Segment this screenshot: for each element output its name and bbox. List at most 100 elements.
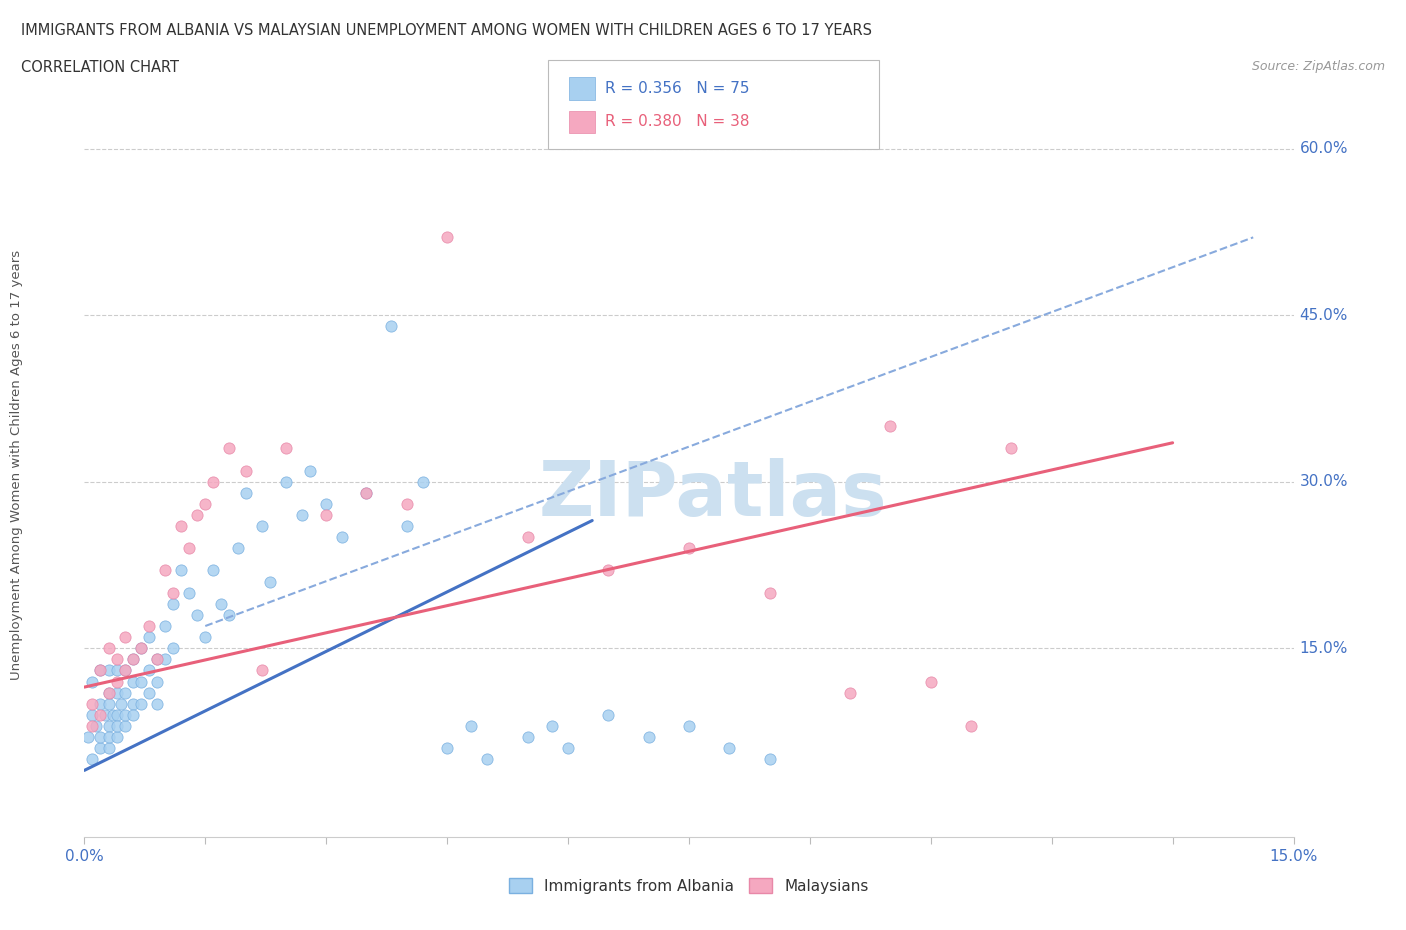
Point xyxy=(274,441,297,456)
Point xyxy=(82,697,104,711)
Point xyxy=(89,663,111,678)
Point xyxy=(218,441,240,456)
Point xyxy=(97,685,120,700)
Point xyxy=(114,663,136,678)
Point xyxy=(637,730,659,745)
Point xyxy=(89,708,111,723)
Point xyxy=(960,719,983,734)
Point xyxy=(879,418,901,433)
Point xyxy=(89,663,111,678)
Point xyxy=(162,641,184,656)
Text: 60.0%: 60.0% xyxy=(1299,141,1348,156)
Point xyxy=(1000,441,1022,456)
Point xyxy=(121,652,143,667)
Point xyxy=(146,674,169,689)
Point xyxy=(202,563,225,578)
Point xyxy=(129,674,152,689)
Point xyxy=(129,697,152,711)
Point xyxy=(153,563,176,578)
Legend: Immigrants from Albania, Malaysians: Immigrants from Albania, Malaysians xyxy=(503,872,875,900)
Point xyxy=(226,541,249,556)
Point xyxy=(129,641,152,656)
Point xyxy=(186,508,208,523)
Point xyxy=(598,708,620,723)
Point xyxy=(259,574,281,589)
Point xyxy=(291,508,314,523)
Point xyxy=(105,652,128,667)
Point xyxy=(186,607,208,622)
Point xyxy=(89,740,111,755)
Text: CORRELATION CHART: CORRELATION CHART xyxy=(21,60,179,75)
Text: Unemployment Among Women with Children Ages 6 to 17 years: Unemployment Among Women with Children A… xyxy=(10,250,24,680)
Text: ZIPatlas: ZIPatlas xyxy=(538,458,887,532)
Text: IMMIGRANTS FROM ALBANIA VS MALAYSIAN UNEMPLOYMENT AMONG WOMEN WITH CHILDREN AGES: IMMIGRANTS FROM ALBANIA VS MALAYSIAN UNE… xyxy=(21,23,872,38)
Point xyxy=(82,674,104,689)
Point xyxy=(121,697,143,711)
Point xyxy=(105,685,128,700)
Point xyxy=(82,708,104,723)
Text: 45.0%: 45.0% xyxy=(1299,308,1348,323)
Point xyxy=(97,730,120,745)
Point xyxy=(138,663,160,678)
Point xyxy=(105,730,128,745)
Point xyxy=(114,630,136,644)
Point xyxy=(97,663,120,678)
Point xyxy=(356,485,378,500)
Point xyxy=(436,230,458,245)
Point xyxy=(218,607,240,622)
Text: 15.0%: 15.0% xyxy=(1299,641,1348,656)
Point xyxy=(758,751,780,766)
Point xyxy=(89,730,111,745)
Point xyxy=(97,641,120,656)
Point xyxy=(121,652,143,667)
Point xyxy=(146,697,169,711)
Point xyxy=(97,685,120,700)
Point xyxy=(179,541,201,556)
Point xyxy=(678,541,700,556)
Point xyxy=(105,719,128,734)
Point xyxy=(110,697,132,711)
Point xyxy=(153,652,176,667)
Point xyxy=(105,674,128,689)
Point xyxy=(557,740,579,755)
Point xyxy=(114,685,136,700)
Point xyxy=(235,463,257,478)
Point xyxy=(202,474,225,489)
Point xyxy=(330,530,353,545)
Point xyxy=(194,497,217,512)
Point xyxy=(138,685,160,700)
Point xyxy=(138,618,160,633)
Point xyxy=(101,708,124,723)
Point xyxy=(839,685,862,700)
Point xyxy=(114,663,136,678)
Point xyxy=(250,519,273,534)
Point xyxy=(93,708,115,723)
Point xyxy=(105,708,128,723)
Point xyxy=(380,319,402,334)
Point xyxy=(114,719,136,734)
Point xyxy=(299,463,322,478)
Point xyxy=(274,474,297,489)
Point xyxy=(356,485,378,500)
Point xyxy=(105,663,128,678)
Point xyxy=(162,585,184,600)
Point xyxy=(718,740,741,755)
Point xyxy=(412,474,434,489)
Point xyxy=(121,674,143,689)
Point xyxy=(146,652,169,667)
Point xyxy=(395,519,418,534)
Point xyxy=(153,618,176,633)
Point xyxy=(209,596,232,611)
Point xyxy=(598,563,620,578)
Point xyxy=(97,697,120,711)
Point xyxy=(121,708,143,723)
Point xyxy=(235,485,257,500)
Point xyxy=(920,674,942,689)
Point xyxy=(436,740,458,755)
Point xyxy=(138,630,160,644)
Point xyxy=(460,719,482,734)
Point xyxy=(89,697,111,711)
Point xyxy=(114,708,136,723)
Point xyxy=(516,530,538,545)
Point xyxy=(678,719,700,734)
